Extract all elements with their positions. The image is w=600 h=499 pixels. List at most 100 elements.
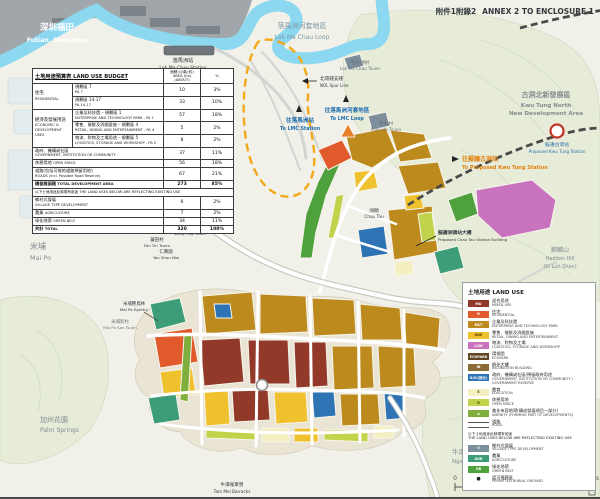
label-poon-uk-en: Poon Uk Tsuen (371, 127, 402, 132)
label-to-lmc-station-en: To LMC Station (280, 126, 321, 132)
land-use-zones-north (299, 53, 557, 277)
legend-item: G/IC(部分) 政府、機構或社區/預留政府用途 GOVERNMENT, INST… (468, 372, 573, 385)
label-to-lmc-loop-en: To LMC Loop (330, 116, 364, 122)
egretry-leader-line (143, 311, 159, 322)
label-to-kts-en: To Proposed Kwu Tung Station (462, 165, 548, 171)
label-chau-tau-en: Chau Tau (364, 214, 384, 219)
legend-item: E&T 企業及科技園 ENTERPRISE AND TECHNOLOGY PARK (468, 320, 591, 329)
to-kts-arrow (452, 156, 459, 162)
label-lmc-tsuen-zh: 落馬洲村 (350, 59, 369, 66)
legend-swatch: GB (468, 465, 489, 473)
nol-spur-line (242, 38, 316, 198)
legend-swatch: E (468, 388, 489, 396)
label-to-kts-zh: 往擬議古洞站 (462, 155, 498, 163)
label-futian-en: Futian, Shenzhen (27, 37, 88, 44)
label-nol-spur-zh: 北環綫支綫 (320, 75, 343, 82)
legend-existing-use-note: 以下土地用途反映現有用途 THE LAND USES BELOW ARE REFL… (468, 432, 572, 441)
label-chau-tau-bldg-en: Proposed Chau Tau Station Building (438, 237, 508, 242)
legend-swatch: LSW (468, 342, 489, 350)
label-palm-springs-en: Palm Springs (40, 427, 79, 434)
legend-item: O 休憩用地 OPEN SPACE (468, 398, 591, 407)
table-row: 道路(包括可能的道路預留用地) ROADS (incl. Possible Roa… (32, 167, 234, 181)
legend-swatch: V (468, 444, 489, 452)
burial-ground-symbol: ● (476, 475, 481, 482)
legend-item: LSW 物流、貯物及工場 LOGISTICS, STORAGE AND WORKS… (468, 341, 591, 350)
label-to-lmc-loop-zh: 往落馬洲河套地區 (325, 106, 370, 114)
label-yan-shau-zh: 仁壽圍 (159, 248, 173, 255)
legend-title: 土地用途 LAND USE (468, 290, 524, 296)
map-legend: 土地用途 LAND USE MU 混合用途 MIXED USE R 住宅 RESID… (462, 282, 596, 492)
legend-swatch: R (468, 310, 489, 318)
percent-column-header: % (200, 67, 234, 85)
label-futian-zh: 深圳福田 (40, 22, 74, 33)
to-lmc-loop-arrow (343, 95, 349, 102)
legend-swatch: AGR (468, 455, 489, 463)
area-column-header: 面積(公頃)(約) AREA (ha)(ABOUT) (163, 67, 201, 85)
internal-roads (146, 136, 452, 448)
label-fan-tin-en: Fan Tin Tsuen (144, 243, 171, 248)
table-row: 鄉村式發展 VILLAGE TYPE DEVELOPMENT 6 2% (32, 195, 234, 210)
table-row: 政府、機構或社區 GOVERNMENT, INSTITUTION OR COMMU… (32, 146, 234, 161)
label-mai-po-san-tsuen-zh: 米埔新村 (111, 318, 129, 325)
label-chau-tau-zh: 洲頭 (369, 208, 379, 214)
railway-lines (407, 9, 600, 207)
label-chau-tau-bldg-zh: 擬議洲頭站大樓 (438, 229, 472, 236)
label-mai-po-san-tsuen-en: Mai Po San Tsuen (103, 325, 137, 330)
label-yan-shau-en: Yan Shau Wai (153, 255, 179, 260)
legend-swatch: RDE (468, 331, 489, 339)
label-fan-tin-zh: 蕃田村 (150, 236, 164, 243)
table-row: 綠化地帶 GREEN BELT 34 11% (32, 216, 234, 226)
legend-item: IB 孵化大樓 INCUBATION BUILDING (468, 362, 591, 372)
label-mai-po-zh: 米埔 (30, 241, 46, 251)
label-egretry-en: Mai Po Egretry (120, 307, 149, 312)
table-row: 農業 AGRICULTURE 7 2% (32, 208, 234, 218)
chau-tau-leader-line (415, 235, 437, 247)
legend-item: AGR 農業 AGRICULTURE (468, 454, 591, 463)
legend-swatch: IB (468, 363, 489, 371)
legend-swatch: O (468, 399, 489, 407)
lok-ma-chau-station-box (163, 45, 215, 56)
legend-item: ECOPARK 環保園 ECOPARK (468, 351, 509, 361)
label-kwu-tung-en2: New Development Area (509, 111, 583, 117)
orange-triangle-marker (340, 123, 356, 138)
legend-item-burial: ● 認可殯葬區 PERMITTED BURIAL GROUND (468, 475, 591, 485)
label-poon-uk-zh: 潘屋村 (379, 120, 394, 127)
legend-item-road: 道路 ROAD (468, 419, 591, 429)
label-hadden-zh: 麒麟山 (551, 246, 569, 254)
road-symbol (468, 421, 489, 428)
land-use-budget-table: 土地用途預算表 LAND USE BUDGET 面積(公頃)(約) AREA (h… (32, 67, 234, 234)
existing-use-note-row: 以下土地用途反映現有用途 THE LAND USES BELOW ARE REF… (32, 187, 234, 197)
label-lmc-station-zh: 落馬洲站 (173, 56, 194, 64)
label-tam-mei-en: Tam Mei Barracks (213, 489, 251, 494)
proposed-kwu-tung-station-marker (549, 123, 565, 139)
proposed-san-tin-station-marker (255, 378, 269, 392)
legend-swatch: A (468, 410, 489, 417)
legend-swatch: ECOPARK (468, 353, 489, 361)
label-proposed-kts-zh: 擬議古洞站 (545, 141, 569, 148)
legend-item: R 住宅 RESIDENTIAL (468, 309, 591, 319)
label-palm-springs-zh: 加州花園 (40, 415, 68, 424)
legend-item: MU 混合用途 MIXED USE (468, 298, 591, 308)
legend-swatch: E&T (468, 321, 489, 329)
legend-swatch: MU (468, 300, 489, 307)
scale-0: 0 (453, 475, 457, 482)
legend-item: V 鄉村式發展 VILLAGE TYPE DEVELOPMENT (468, 443, 591, 453)
legend-item: A 美化市容地帶(構成發展項目一部分) AMENITY (FORMING PART… (468, 408, 591, 418)
total-development-row: 總發展面積 TOTAL DEVELOPMENT AREA 273 85% (32, 179, 234, 189)
label-hadden-en1: Hadden Hill (546, 256, 575, 262)
table-row: 零售、餐飲及消閒設施 – 規劃區 4 RETAIL, DINING AND ENT… (33, 121, 234, 135)
shenzhen-river (0, 0, 391, 68)
annex-title: 附件1附錄2 ANNEX 2 TO ENCLOSURE 1 (436, 6, 594, 16)
legend-item: GB 綠化地帶 GREEN BELT (468, 464, 591, 474)
label-kwu-tung-zh: 古洞北新發展區 (522, 90, 571, 99)
label-ngau-tam-shan-zh: 牛潭山 (452, 447, 472, 456)
table-title: 土地用途預算表 LAND USE BUDGET (32, 67, 164, 85)
legend-swatch: G/IC(部分) (468, 374, 489, 382)
legend-item: E 教育 EDUCATION (468, 387, 591, 397)
label-hadden-en2: (Ki Lun Shan) (543, 264, 576, 270)
label-lmc-loop-zh: 落馬洲河套地區 (278, 21, 327, 30)
to-lmc-station-arrow (296, 105, 302, 112)
label-kwu-tung-en1: Kwu Tung North (521, 103, 572, 109)
legend-item: RDE 零售、餐飲及消閒設施 RETAIL, DINING AND ENTERTA… (468, 330, 591, 340)
